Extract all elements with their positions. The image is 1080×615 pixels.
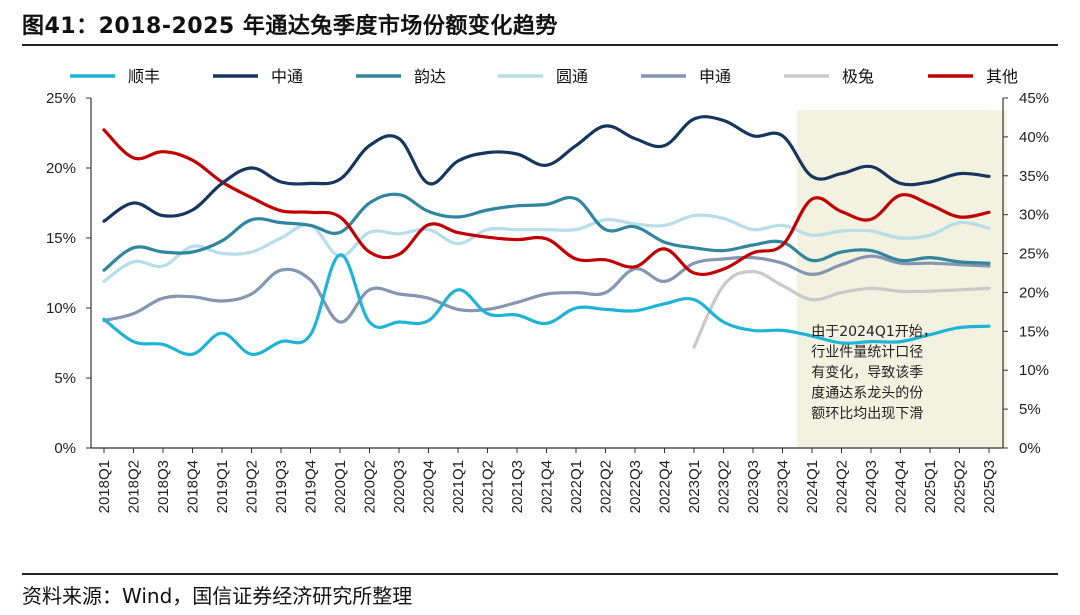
x-tick-label-2021q4: 2021Q4 <box>539 460 556 513</box>
annotation-line: 由于2024Q1开始， <box>811 324 937 340</box>
x-tick-label-2024q2: 2024Q2 <box>834 460 851 513</box>
x-tick-label-2018q4: 2018Q4 <box>185 460 202 513</box>
series-line-path <box>102 253 991 357</box>
legend-label: 圆通 <box>556 67 588 86</box>
x-tick-label-2019q4: 2019Q4 <box>303 460 320 513</box>
right-tick-label: 35% <box>1019 168 1049 185</box>
legend-label: 韵达 <box>414 67 446 86</box>
x-tick-label-2024q1: 2024Q1 <box>804 460 821 513</box>
x-tick-label-2020q3: 2020Q3 <box>391 460 408 513</box>
source-note: 资料来源：Wind，国信证券经济研究所整理 <box>22 584 413 608</box>
x-tick-label-2019q3: 2019Q3 <box>273 460 290 513</box>
annotation-line: 有变化，导致该季 <box>811 365 923 381</box>
x-tick-label-2021q2: 2021Q2 <box>480 460 497 513</box>
x-tick-label-2019q1: 2019Q1 <box>214 460 231 513</box>
legend-label: 极兔 <box>842 67 874 86</box>
annotation-line: 度通达系龙头的份 <box>811 386 923 402</box>
right-tick-label: 15% <box>1019 323 1049 340</box>
shaded-region <box>797 110 1007 448</box>
series-5-line <box>692 270 991 349</box>
x-tick-label-2021q3: 2021Q3 <box>509 460 526 513</box>
x-tick-label-2022q1: 2022Q1 <box>568 460 585 513</box>
right-tick-label: 45% <box>1019 90 1049 107</box>
x-tick-label-2025q3: 2025Q3 <box>981 460 998 513</box>
right-tick-label: 0% <box>1019 440 1041 457</box>
right-tick-label: 5% <box>1019 401 1041 418</box>
right-tick-label: 10% <box>1019 362 1049 379</box>
series-layer <box>102 115 991 357</box>
x-tick-label-2022q2: 2022Q2 <box>598 460 615 513</box>
x-tick-label-2025q2: 2025Q2 <box>952 460 969 513</box>
x-tick-label-2018q2: 2018Q2 <box>126 460 143 513</box>
line-chart: 顺丰 中通 韵达 圆通 申通 极兔 其他 0% 5% 10% 15% 20% 25% 0% 5% 10% 1… <box>46 67 1049 513</box>
figure-title: 图41：2018-2025 年通达兔季度市场份额变化趋势 <box>22 14 558 39</box>
top-rule <box>22 44 1058 46</box>
x-tick-label-2023q2: 2023Q2 <box>716 460 733 513</box>
legend-label: 其他 <box>986 67 1018 86</box>
x-tick-label-2022q4: 2022Q4 <box>657 460 674 513</box>
right-tick-label: 40% <box>1019 129 1049 146</box>
right-tick-label: 20% <box>1019 284 1049 301</box>
left-tick-label: 20% <box>46 160 76 177</box>
x-tick-label-2020q4: 2020Q4 <box>421 460 438 513</box>
right-y-axis: 0% 5% 10% 15% 20% 25% 30% 35% 40% 45% <box>1002 90 1049 457</box>
legend: 顺丰 中通 韵达 圆通 申通 极兔 其他 <box>70 67 1018 86</box>
left-tick-label: 25% <box>46 90 76 107</box>
series-line-path <box>102 128 991 277</box>
x-tick-label-2023q4: 2023Q4 <box>775 460 792 513</box>
x-tick-label-2020q2: 2020Q2 <box>362 460 379 513</box>
x-tick-label-2025q1: 2025Q1 <box>922 460 939 513</box>
x-tick-label-2018q3: 2018Q3 <box>155 460 172 513</box>
left-tick-label: 10% <box>46 300 76 317</box>
series-1-line <box>102 115 991 223</box>
x-tick-label-2019q2: 2019Q2 <box>244 460 261 513</box>
x-tick-label-2024q3: 2024Q3 <box>863 460 880 513</box>
x-tick-label-2018q1: 2018Q1 <box>96 460 113 513</box>
left-tick-label: 5% <box>54 370 76 387</box>
series-6-line <box>102 128 991 277</box>
x-tick-label-2022q3: 2022Q3 <box>627 460 644 513</box>
annotation-note: 由于2024Q1开始， 行业件量统计口径有变化，导致该季度通达系龙头的份额环比均出… <box>811 324 937 422</box>
legend-label: 申通 <box>699 67 731 86</box>
left-tick-label: 0% <box>54 440 76 457</box>
series-2-line <box>102 192 991 272</box>
left-y-axis: 0% 5% 10% 15% 20% 25% <box>46 90 92 457</box>
annotation-line: 行业件量统计口径 <box>811 345 923 361</box>
right-tick-label: 25% <box>1019 246 1049 263</box>
x-tick-label-2021q1: 2021Q1 <box>450 460 467 513</box>
x-tick-label-2023q3: 2023Q3 <box>745 460 762 513</box>
x-axis: 2018Q1 2018Q2 2018Q3 2018Q4 2019Q1 2019Q2 2019… <box>91 447 1003 513</box>
right-tick-label: 30% <box>1019 207 1049 224</box>
left-tick-label: 15% <box>46 230 76 247</box>
legend-label: 顺丰 <box>128 67 160 86</box>
series-line-path <box>692 270 991 349</box>
x-tick-label-2020q1: 2020Q1 <box>332 460 349 513</box>
x-tick-label-2023q1: 2023Q1 <box>686 460 703 513</box>
series-0-line <box>102 253 991 357</box>
legend-label: 中通 <box>271 67 303 86</box>
x-tick-label-2024q4: 2024Q4 <box>893 460 910 513</box>
annotation-line: 额环比均出现下滑 <box>811 405 923 422</box>
series-4-line <box>102 254 991 324</box>
bottom-rule <box>22 573 1058 575</box>
